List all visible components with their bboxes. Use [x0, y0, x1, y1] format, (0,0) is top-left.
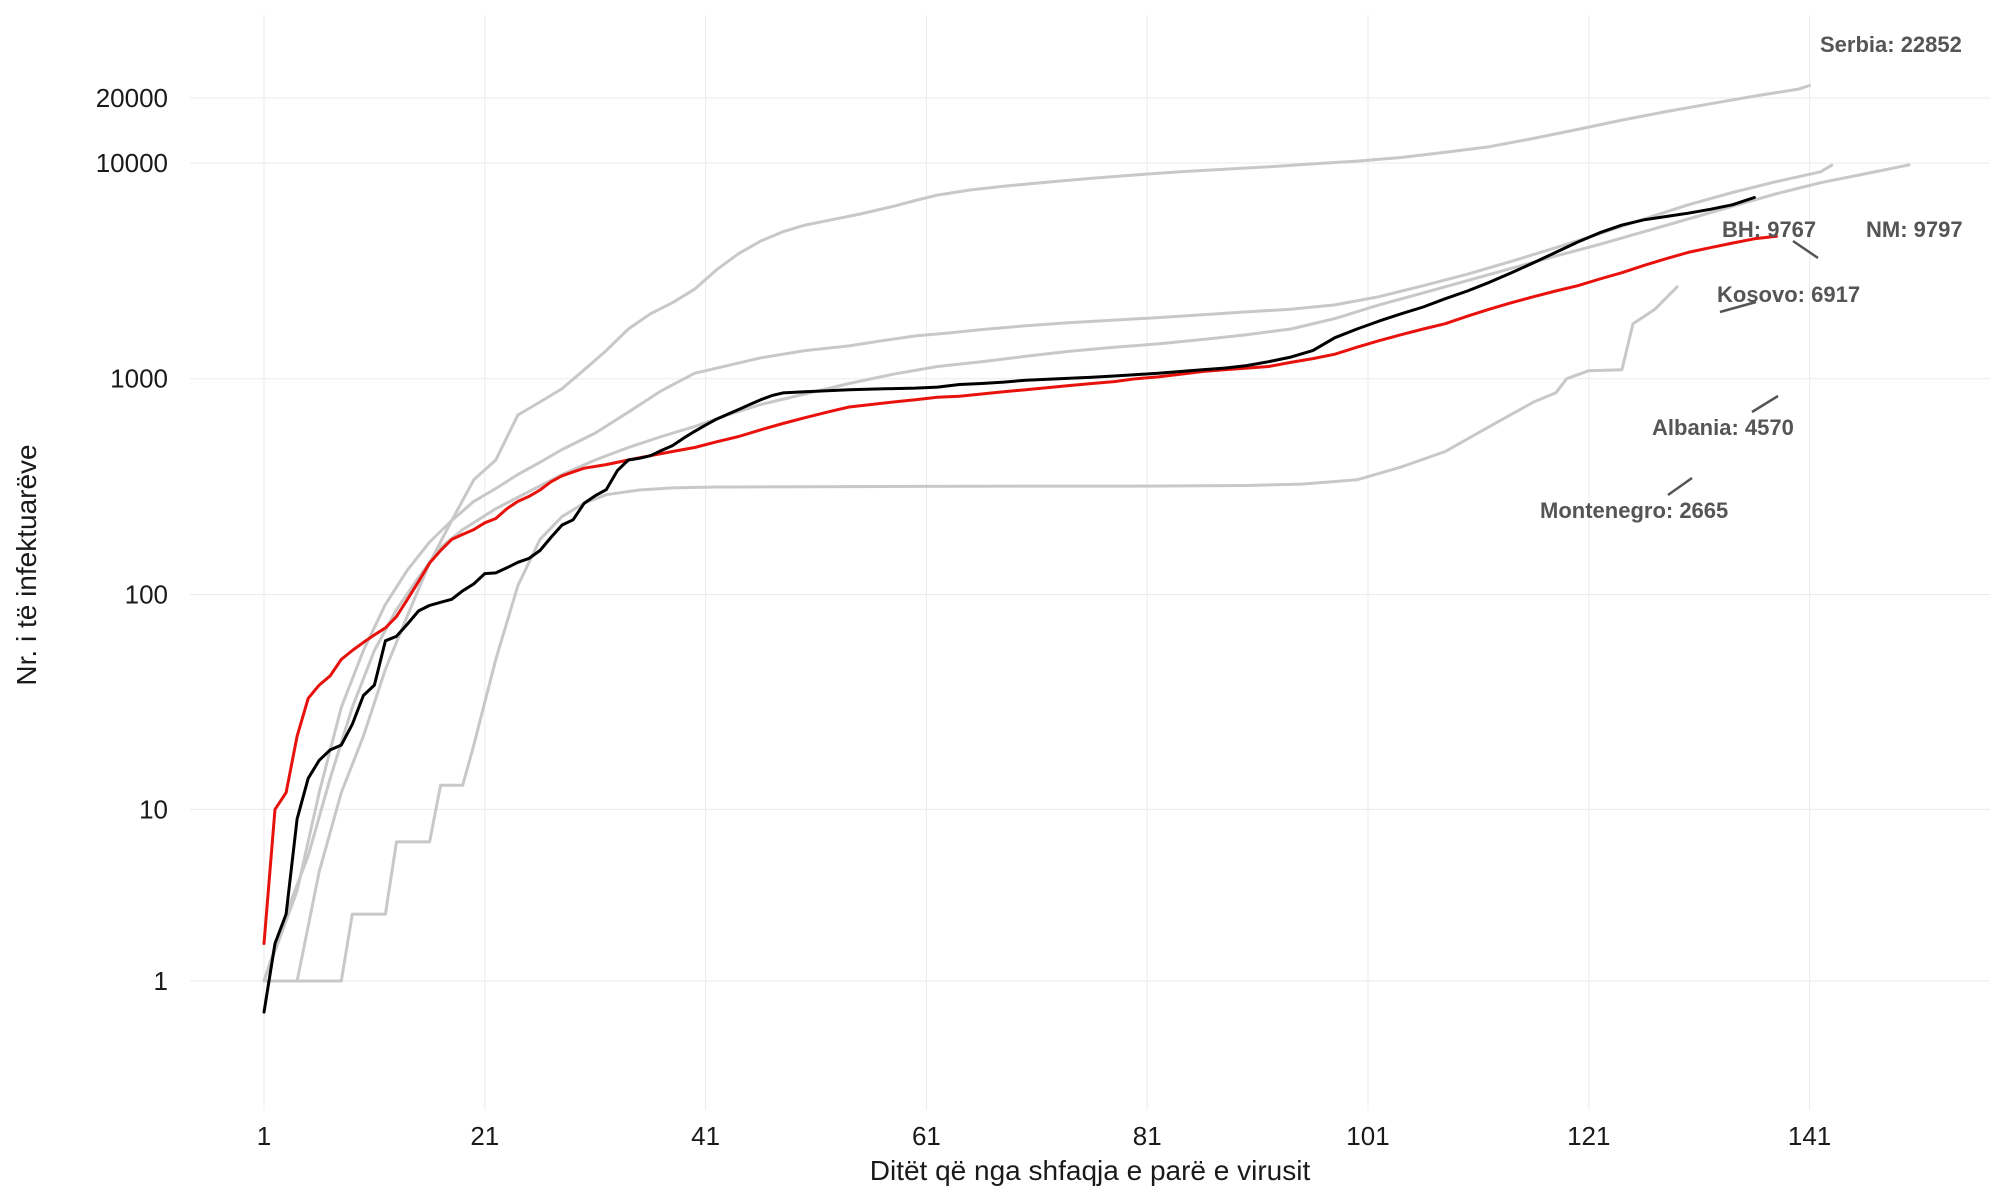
end-label-serbia: Serbia: 22852 — [1820, 32, 1962, 57]
y-axis-title: Nr. i të infektuarëve — [11, 444, 42, 685]
grid — [190, 15, 1990, 1110]
series-line-serbia — [262, 84, 1812, 983]
leader-line-albania — [1751, 394, 1779, 414]
y-tick-label: 10 — [139, 794, 168, 824]
end-labels: Serbia: 22852 NM: 9797 BH: 9767 Montenegro:… — [1540, 32, 1963, 523]
y-tick-label: 20000 — [96, 83, 168, 113]
series-line-albania — [262, 234, 1778, 945]
x-tick-label: 41 — [691, 1121, 720, 1151]
y-tick-label: 10000 — [96, 148, 168, 178]
x-tick-label: 61 — [912, 1121, 941, 1151]
x-tick-label: 81 — [1133, 1121, 1162, 1151]
series-line-nm — [262, 163, 1911, 983]
x-tick-label: 21 — [470, 1121, 499, 1151]
series-line-montenegro — [262, 285, 1679, 983]
series-line-bh — [262, 163, 1834, 983]
leader-line-kosovo — [1719, 300, 1757, 314]
x-axis-ticks: 1 21 41 61 81 101 121 141 — [257, 1121, 1832, 1151]
y-tick-label: 100 — [125, 580, 168, 610]
x-tick-label: 121 — [1567, 1121, 1610, 1151]
x-tick-label: 141 — [1788, 1121, 1831, 1151]
x-tick-label: 101 — [1346, 1121, 1389, 1151]
series-layer — [262, 84, 1911, 1014]
series-line-kosovo — [262, 196, 1756, 1014]
y-tick-label: 1 — [154, 966, 168, 996]
end-label-nm: NM: 9797 — [1866, 217, 1963, 242]
x-tick-label: 1 — [257, 1121, 271, 1151]
end-label-albania: Albania: 4570 — [1652, 415, 1794, 440]
y-tick-label: 1000 — [110, 364, 168, 394]
end-label-kosovo: Kosovo: 6917 — [1717, 282, 1860, 307]
leader-line-bh — [1792, 239, 1819, 260]
end-label-montenegro: Montenegro: 2665 — [1540, 498, 1728, 523]
label-leader-lines — [1667, 239, 1819, 497]
end-label-bh: BH: 9767 — [1722, 217, 1816, 242]
leader-line-montenegro — [1667, 476, 1693, 497]
x-axis-title: Ditët që nga shfaqja e parë e virusit — [870, 1155, 1311, 1186]
y-axis-ticks: 1 10 100 1000 10000 20000 — [96, 83, 168, 996]
